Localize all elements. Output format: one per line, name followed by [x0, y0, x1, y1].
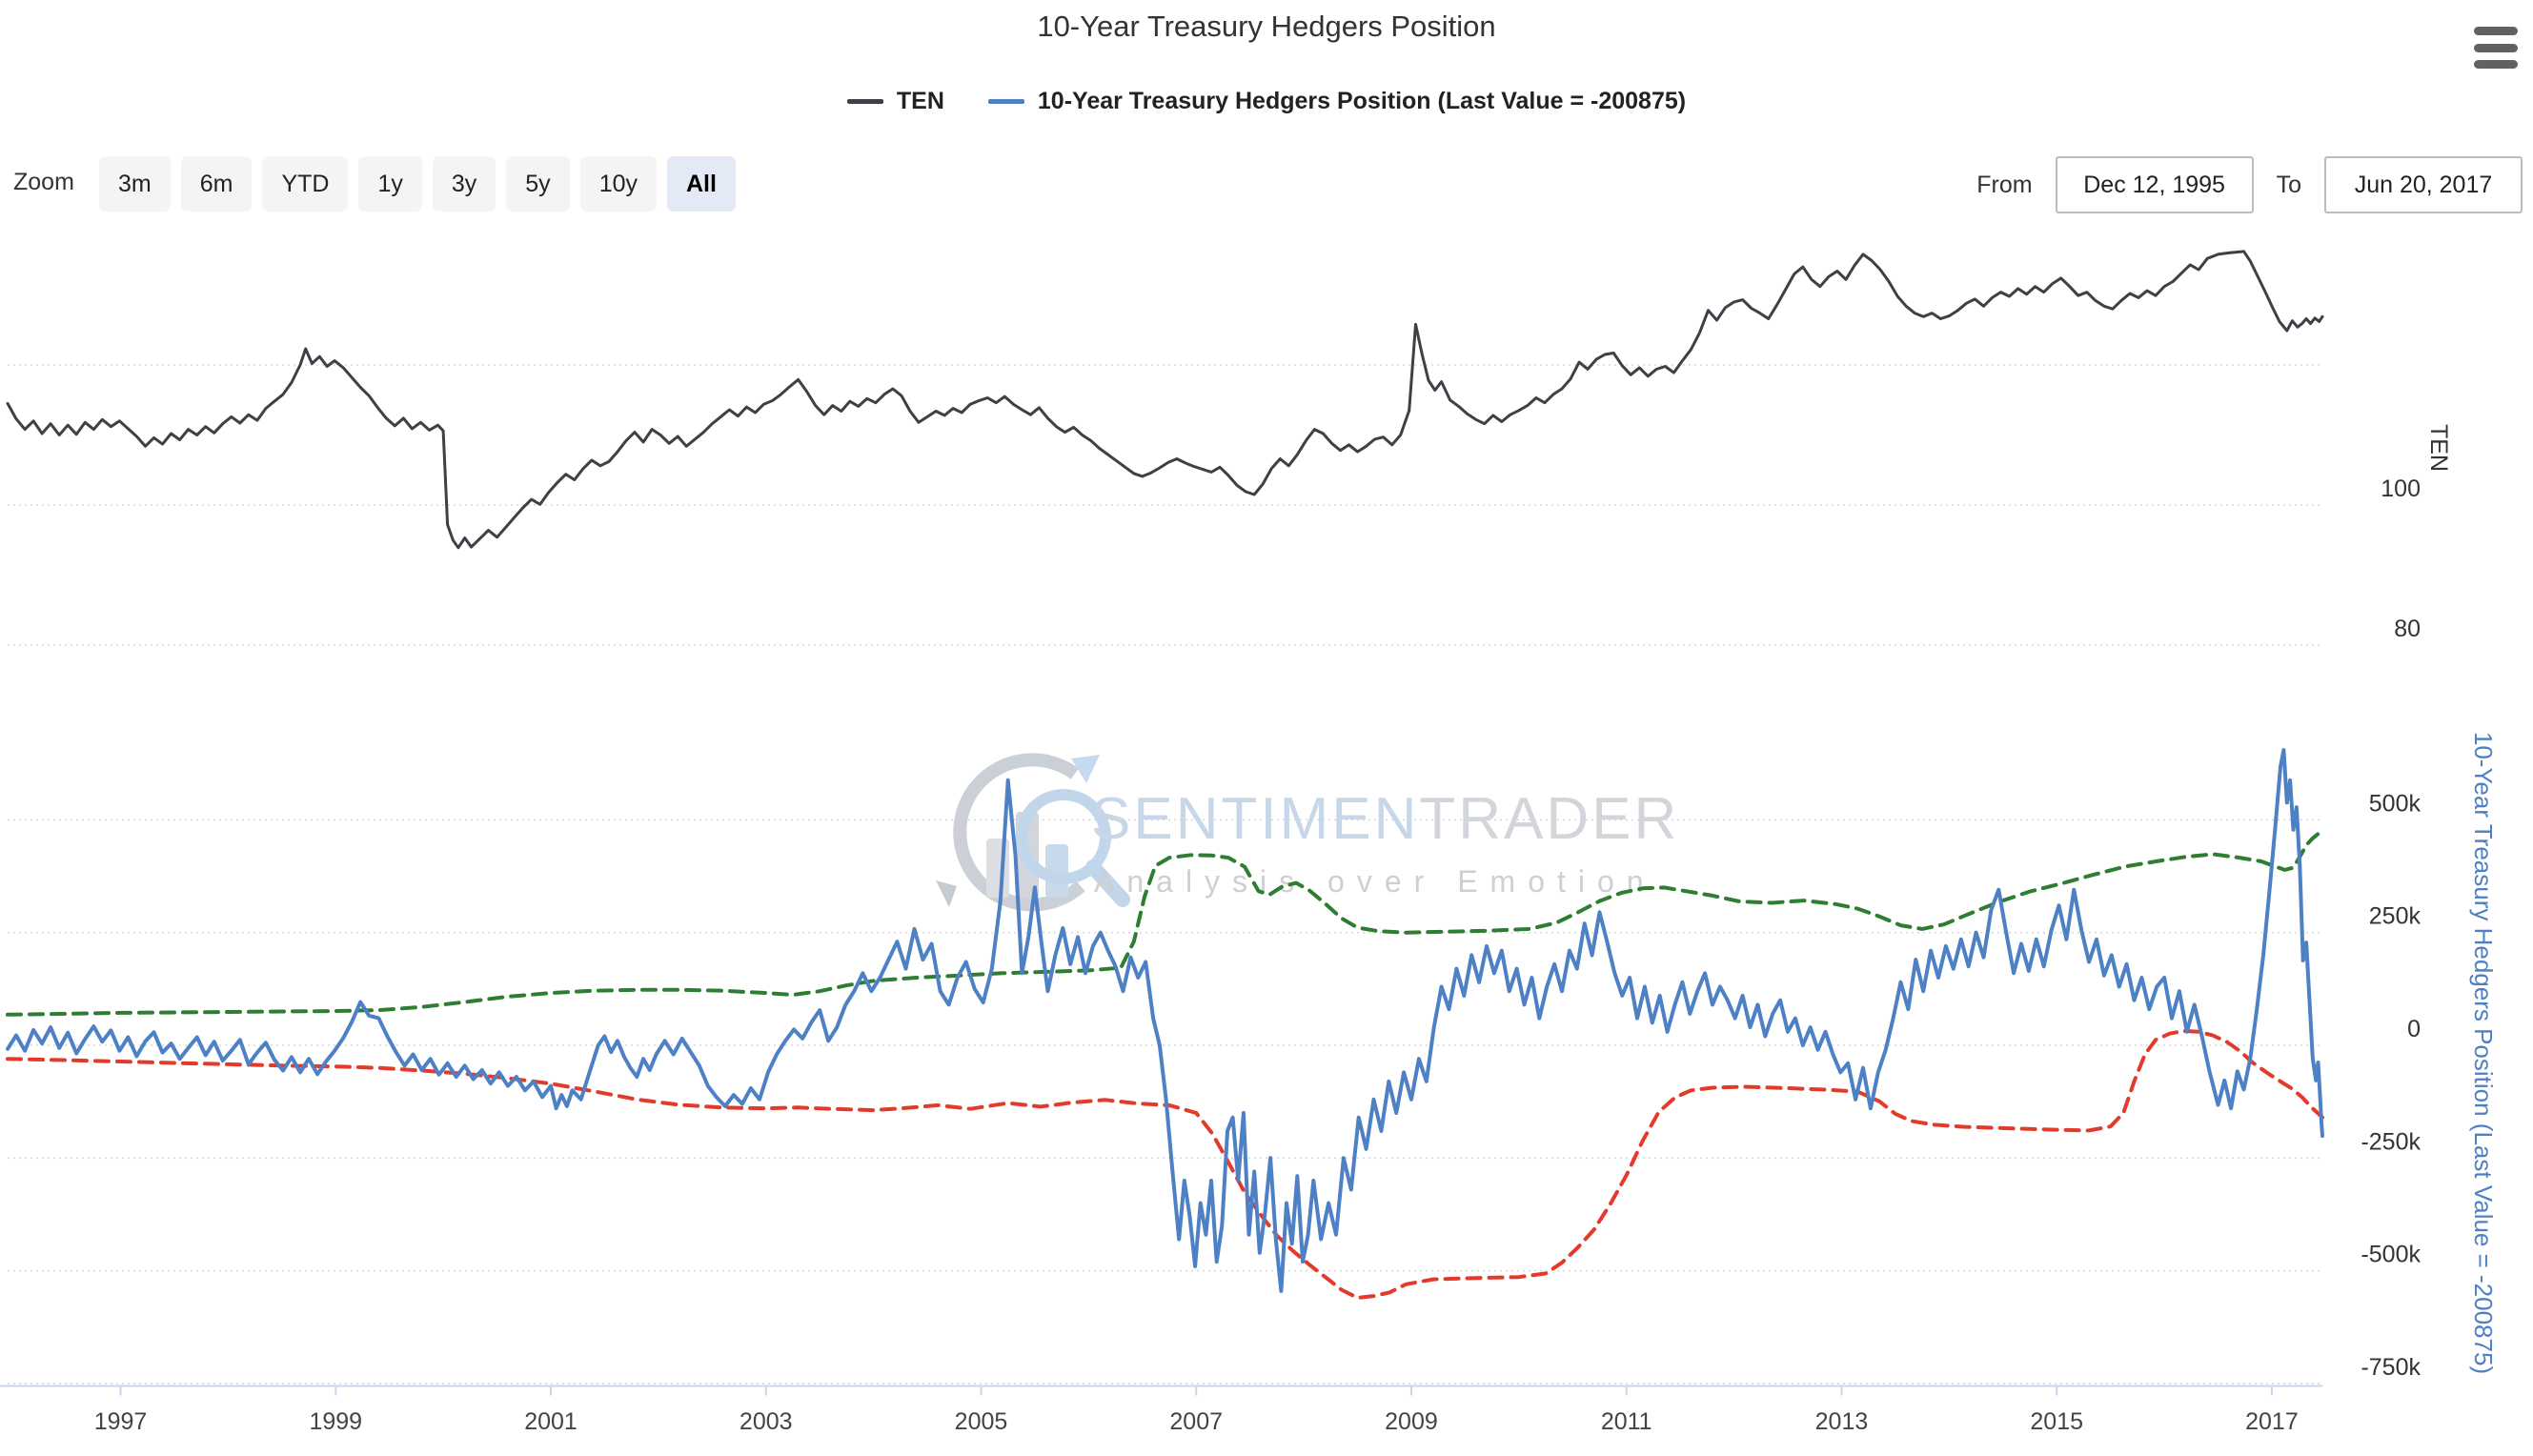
watermark-subtitle: Analysis over Emotion	[1094, 864, 1656, 899]
logo-magnifier-icon	[1016, 789, 1111, 884]
x-axis-label: 2017	[2245, 1408, 2299, 1435]
x-axis-label: 2007	[1169, 1408, 1223, 1435]
from-date-input[interactable]	[2055, 156, 2254, 213]
watermark-text: SENTIMENTRADER	[1091, 786, 1679, 852]
price-axis-title: TEN	[2425, 424, 2452, 472]
y-axis-label: -750k	[2361, 1354, 2421, 1381]
zoom-label: Zoom	[13, 169, 74, 195]
hamburger-bar	[2474, 27, 2518, 35]
zoom-button-ytd[interactable]: YTD	[262, 156, 349, 212]
from-label: From	[1976, 171, 2033, 198]
10-year-treasury-hedgers-position-line	[6, 748, 2324, 1293]
x-axis-label: 2001	[524, 1408, 578, 1435]
zoom-button-3y[interactable]: 3y	[432, 156, 496, 212]
zoom-buttons: 3m 6m YTD 1y 3y 5y 10y All	[99, 156, 736, 212]
logo-arrowhead	[1071, 755, 1100, 783]
upper-band-line	[6, 828, 2324, 1017]
y-axis-label: 500k	[2369, 790, 2422, 817]
to-label: To	[2276, 171, 2301, 198]
legend-label: TEN	[896, 88, 944, 114]
logo-arrowhead	[936, 880, 957, 907]
x-axis-label: 2005	[955, 1408, 1008, 1435]
hedgers-axis-title: 10-Year Treasury Hedgers Position (Last …	[2469, 732, 2498, 1374]
date-range: From To	[1976, 156, 2523, 213]
lower-band-line	[6, 1028, 2324, 1300]
legend-marker-icon	[987, 99, 1024, 104]
chart-title: 10-Year Treasury Hedgers Position	[1037, 10, 1496, 43]
zoom-button-6m[interactable]: 6m	[180, 156, 253, 212]
zoom-button-5y[interactable]: 5y	[506, 156, 570, 212]
hamburger-bar	[2474, 43, 2518, 52]
logo-magnifier-handle	[1085, 859, 1130, 907]
y-axis-label: 250k	[2369, 903, 2422, 930]
logo-bar	[1045, 844, 1068, 898]
x-axis-label: 1999	[309, 1408, 362, 1435]
y-axis-label: -250k	[2361, 1128, 2421, 1155]
zoom-button-10y[interactable]: 10y	[579, 156, 657, 212]
y-axis-label: 100	[2381, 475, 2421, 502]
hamburger-bar	[2474, 60, 2518, 69]
legend-marker-icon	[846, 99, 883, 104]
x-axis-label: 2011	[1601, 1408, 1652, 1435]
y-axis-label: 0	[2407, 1016, 2421, 1042]
x-axis-label: 2013	[1815, 1408, 1869, 1435]
y-axis-label: 80	[2394, 616, 2421, 642]
ten-line	[6, 250, 2324, 550]
x-axis-label: 2015	[2030, 1408, 2083, 1435]
x-axis-label: 2009	[1385, 1408, 1438, 1435]
hamburger-menu-icon[interactable]	[2474, 27, 2518, 69]
zoom-button-1y[interactable]: 1y	[358, 156, 422, 212]
x-axis-label: 1997	[94, 1408, 148, 1435]
legend: TEN 10-Year Treasury Hedgers Position (La…	[0, 88, 2533, 115]
logo-bar	[986, 839, 1009, 898]
zoom-button-all[interactable]: All	[667, 156, 736, 212]
x-axis-label: 2003	[740, 1408, 793, 1435]
legend-label: 10-Year Treasury Hedgers Position (Last …	[1037, 88, 1687, 114]
legend-item-1[interactable]: 10-Year Treasury Hedgers Position (Last …	[987, 88, 1687, 115]
y-axis-label: -500k	[2361, 1242, 2421, 1268]
legend-item-0[interactable]: TEN	[846, 88, 944, 115]
to-date-input[interactable]	[2324, 156, 2523, 213]
zoom-button-3m[interactable]: 3m	[99, 156, 171, 212]
